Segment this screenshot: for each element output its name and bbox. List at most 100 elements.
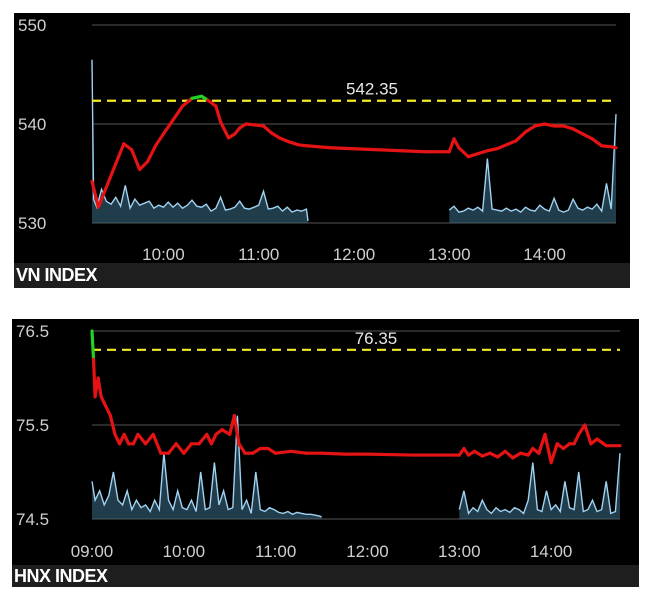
chart1-ytick-label: 540 xyxy=(18,115,46,134)
chart1-index-segment xyxy=(514,130,528,143)
chart2-xtick-label: 11:00 xyxy=(255,542,296,561)
chart1-index-segment xyxy=(130,148,142,172)
chart1-reference-label: 542.35 xyxy=(346,80,398,99)
vn-index-title: VN INDEX xyxy=(16,265,98,285)
chart2-index-segment xyxy=(143,432,155,446)
chart2-xtick-label: 13:00 xyxy=(438,542,481,561)
chart1-ytick-label: 550 xyxy=(18,16,46,35)
chart2-volume-line xyxy=(91,415,322,518)
chart2-index-segment xyxy=(99,395,108,408)
chart2-volume-line xyxy=(458,453,621,515)
chart1-index-segment xyxy=(495,143,509,151)
chart1-index-segment xyxy=(452,137,461,150)
chart1-index-segment xyxy=(171,104,185,122)
chart1-index-segment xyxy=(447,137,456,154)
chart2-volume-area xyxy=(92,415,322,519)
chart1-index-segment xyxy=(400,149,428,154)
chart1-index-segment xyxy=(106,162,118,185)
chart1-index-segment xyxy=(219,120,231,140)
chart1-index-segment xyxy=(277,136,291,144)
chart2-index-segment xyxy=(166,442,178,455)
chart1-volume-area xyxy=(449,114,616,223)
hnx-index-panel: 76.5 75.5 74.5 09:00 10:00 11:00 12:00 13:00 14:… xyxy=(12,319,639,587)
chart2-index-segment xyxy=(90,329,96,361)
chart1-index-segment xyxy=(96,181,110,209)
chart1-volume-line xyxy=(91,59,309,222)
chart1-index-segment xyxy=(485,147,499,153)
chart1-index-segment xyxy=(504,139,518,147)
hnx-index-chart: 76.5 75.5 74.5 09:00 10:00 11:00 12:00 13:00 14:… xyxy=(16,322,622,561)
chart1-index-segment xyxy=(590,137,604,148)
chart1-index-segment xyxy=(114,142,126,166)
chart2-index-segment xyxy=(182,442,194,455)
chart2-index-segment xyxy=(108,413,117,437)
chart1-volume-area xyxy=(92,59,308,224)
chart2-xtick-label: 10:00 xyxy=(163,542,206,561)
chart1-index-segment xyxy=(561,124,575,131)
chart1-index-segment xyxy=(90,179,100,209)
chart1-index-segment xyxy=(180,96,194,108)
chart2-ytick-label: 74.5 xyxy=(16,510,49,529)
chart2-index-segment xyxy=(583,423,593,446)
chart1-index-segment xyxy=(287,140,301,147)
chart1-index-segment xyxy=(138,160,150,172)
chart1-index-segment xyxy=(609,145,618,150)
chart2-index-segment xyxy=(209,432,218,446)
chart2-xtick-label: 09:00 xyxy=(71,542,114,561)
chart1-ytick-label: 530 xyxy=(18,214,46,233)
chart1-index-segment xyxy=(153,132,166,148)
chart1-index-segment xyxy=(122,142,134,152)
chart2-index-segment xyxy=(151,432,163,455)
chart1-index-segment xyxy=(145,144,158,164)
chart1-index-segment xyxy=(190,94,204,100)
chart2-reference-label: 76.35 xyxy=(355,329,398,348)
chart1-index-segment xyxy=(523,124,537,134)
chart1-index-segment xyxy=(542,122,556,128)
chart1-index-segment xyxy=(476,149,489,156)
chart2-volume-area xyxy=(459,453,620,519)
chart1-xtick-label: 12:00 xyxy=(333,245,376,264)
chart2-ytick-label: 76.5 xyxy=(16,322,49,341)
chart1-index-segment xyxy=(376,148,404,153)
chart2-index-segment xyxy=(96,376,103,399)
chart1-index-segment xyxy=(261,124,274,135)
chart1-index-segment xyxy=(161,118,175,136)
chart1-index-segment xyxy=(571,127,585,136)
chart2-xtick-label: 12:00 xyxy=(346,542,389,561)
vn-index-chart: 550 540 530 10:00 11:00 12:00 13:00 14:00 542.35 xyxy=(18,16,618,264)
chart2-index-segment xyxy=(503,449,515,460)
chart2-index-segment xyxy=(174,442,186,455)
chart2-index-segment xyxy=(319,451,347,456)
chart1-xtick-label: 13:00 xyxy=(428,245,471,264)
chart1-index-segment xyxy=(304,144,332,150)
chart2-index-segment xyxy=(197,432,209,446)
chart2-index-segment xyxy=(237,442,247,455)
vn-index-footer: VN INDEX xyxy=(14,263,630,288)
chart1-index-segment xyxy=(457,146,470,159)
chart1-xtick-label: 14:00 xyxy=(523,245,566,264)
chart1-xtick-label: 10:00 xyxy=(142,245,185,264)
chart1-index-segment xyxy=(466,152,480,159)
hnx-index-footer: HNX INDEX xyxy=(12,565,639,587)
chart2-index-segment xyxy=(549,442,559,465)
chart2-index-segment xyxy=(595,437,608,448)
chart2-index-segment xyxy=(572,432,581,446)
chart2-index-segment xyxy=(537,432,547,455)
chart1-volume-line xyxy=(448,114,617,213)
chart2-index-segment xyxy=(289,449,308,455)
chart1-index-segment xyxy=(214,104,223,124)
chart1-index-segment xyxy=(581,132,594,141)
chart1-index-segment xyxy=(328,146,356,151)
chart2-index-segment xyxy=(543,432,553,465)
chart1-index-segment xyxy=(352,147,380,152)
chart2-xtick-label: 14:00 xyxy=(530,542,573,561)
chart1-xtick-label: 11:00 xyxy=(238,245,279,264)
chart1-index-segment xyxy=(206,98,218,108)
chart1-index-segment xyxy=(533,122,547,128)
chart2-ytick-label: 75.5 xyxy=(16,416,49,435)
chart2-index-segment xyxy=(104,404,112,418)
chart2-index-segment xyxy=(274,449,293,455)
chart2-index-segment xyxy=(365,452,415,457)
hnx-index-title: HNX INDEX xyxy=(14,566,108,586)
chart2-index-segment xyxy=(122,432,131,446)
